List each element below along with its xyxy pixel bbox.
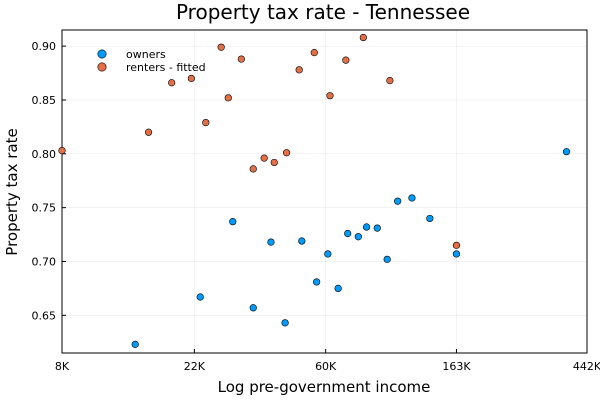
data-point [249,165,257,173]
data-point [313,278,321,286]
x-tick-label: 60K [315,360,337,373]
data-point [452,241,461,249]
data-point [144,128,153,136]
plot-frame [61,29,588,354]
series-1 [58,33,461,249]
x-tick-label: 22K [184,360,206,373]
legend-label: renters - fitted [126,61,206,74]
data-point [562,148,571,156]
data-point [270,158,278,167]
x-axis-ticks: 8K 22K 60K 163K 442K [55,349,600,373]
y-tick-label: 0.75 [32,202,57,215]
data-point [267,238,275,246]
data-point [298,237,306,245]
x-tick-label: 8K [55,360,70,373]
data-point [359,33,367,42]
data-point [324,250,332,258]
data-point [224,94,232,102]
data-point [383,255,391,263]
data-point [394,197,402,205]
data-point [281,319,289,327]
data-point [187,74,195,83]
legend-marker [97,49,107,59]
data-point [326,92,334,100]
data-point [282,149,291,157]
y-tick-label: 0.90 [32,40,57,53]
data-point [196,293,204,301]
data-point [295,66,303,74]
data-point [237,55,245,63]
x-tick-label: 163K [442,360,471,373]
data-point [217,43,225,51]
y-tick-label: 0.70 [32,255,57,268]
y-axis-title: Property tax rate [3,128,21,255]
y-tick-label: 0.65 [32,309,57,322]
data-point [249,304,257,312]
y-axis-ticks: 0.65 0.70 0.75 0.80 0.85 0.90 [32,40,66,322]
data-point [426,214,434,223]
data-point [344,229,352,238]
y-tick-label: 0.80 [32,148,57,161]
data-point [58,146,66,155]
data-point [386,77,394,85]
legend-marker [97,62,107,72]
x-axis-title: Log pre-government income [218,378,431,396]
x-tick-label: 442K [573,360,600,373]
data-point [354,233,362,241]
data-point [310,49,318,57]
data-point [131,340,139,348]
series-0 [131,148,571,348]
data-point [202,118,210,127]
data-point [334,284,342,293]
data-point [373,224,381,232]
data-points [58,33,571,348]
legend-label: owners [126,48,166,61]
data-point [229,218,237,226]
data-point [342,56,350,64]
data-point [452,250,461,258]
grid [61,30,588,353]
data-point [260,154,268,162]
data-point [168,79,176,87]
y-tick-label: 0.85 [32,94,57,107]
data-point [362,223,371,231]
data-point [408,194,416,202]
chart-title: Property tax rate - Tennessee [176,0,470,24]
